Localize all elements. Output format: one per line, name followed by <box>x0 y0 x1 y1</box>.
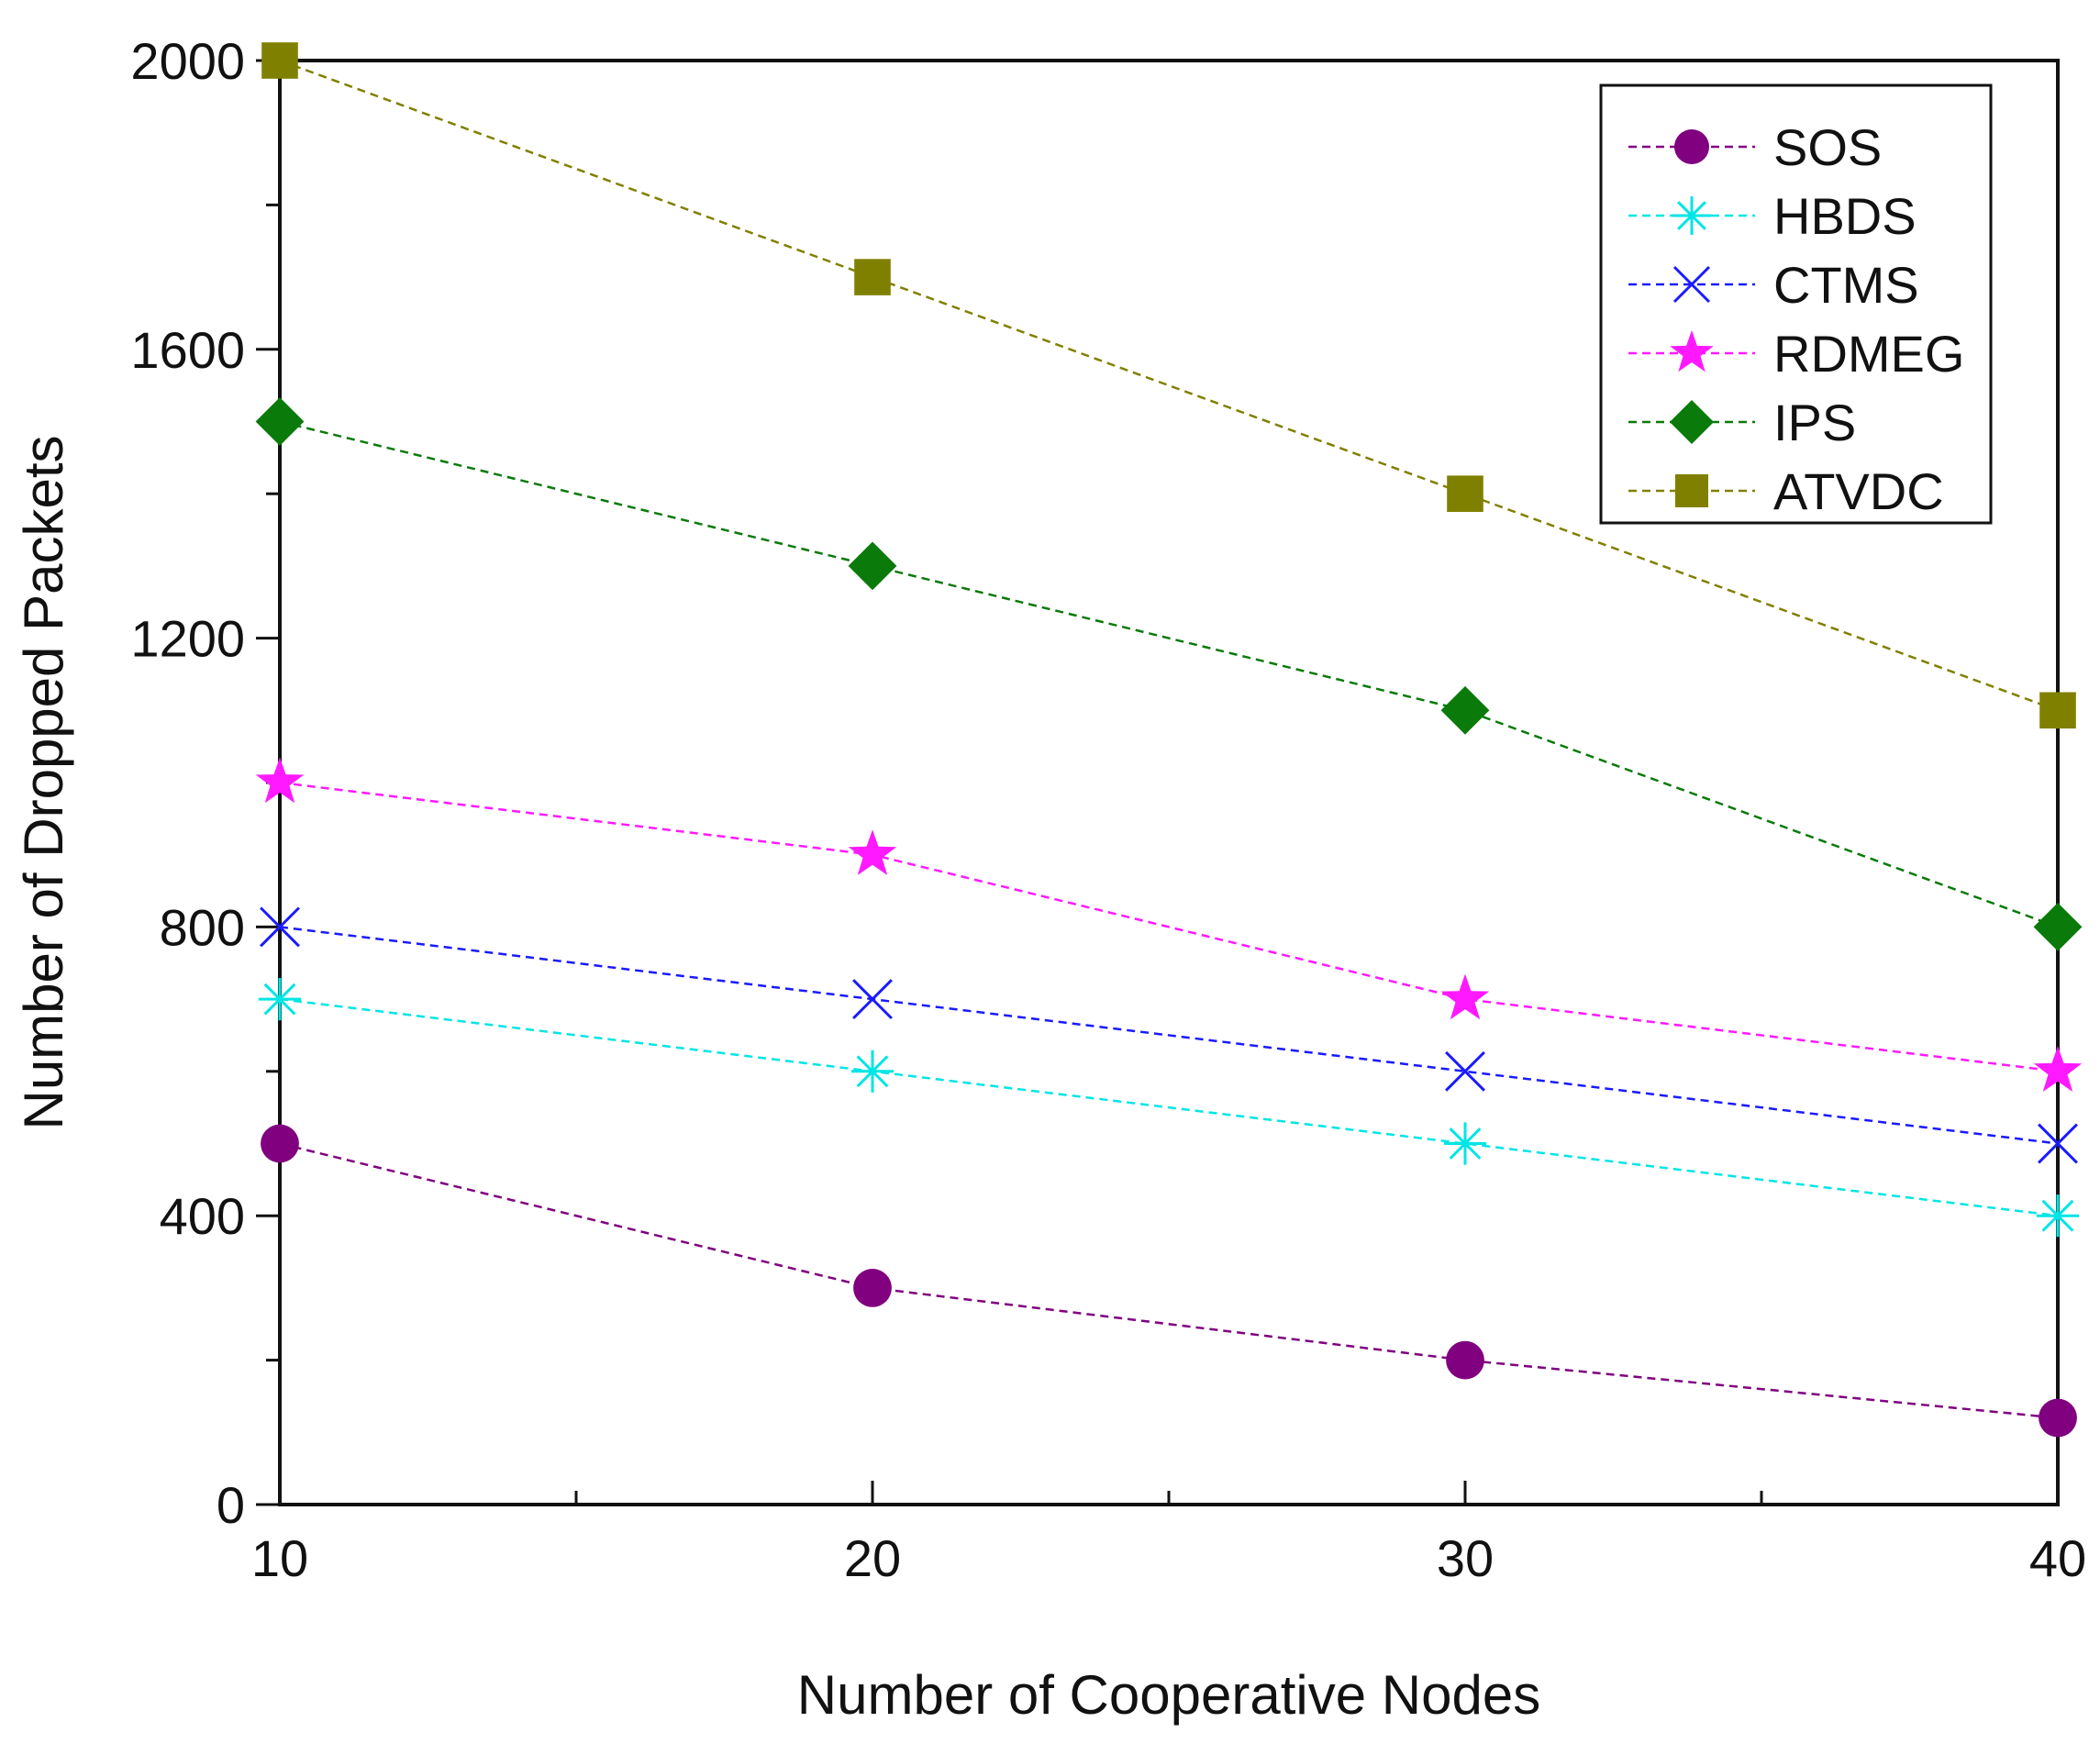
legend-item-atvdc: ATVDC <box>1628 462 1944 520</box>
series-atvdc <box>261 42 2076 729</box>
data-point-atvdc <box>2039 692 2076 729</box>
y-axis-title: Number of Dropped Packets <box>13 435 74 1129</box>
series-line-ctms <box>279 926 2059 1145</box>
data-point-rdmeg <box>255 757 305 804</box>
data-point-ips <box>255 397 305 446</box>
series-layer <box>255 42 2083 1438</box>
data-point-sos <box>2039 1398 2077 1438</box>
data-point-atvdc <box>1447 475 1483 512</box>
legend-item-sos: SOS <box>1628 118 1882 176</box>
legend-label-ips: IPS <box>1773 394 1856 451</box>
y-tick-label: 800 <box>160 898 245 956</box>
data-point-hbds <box>258 978 302 1021</box>
data-point-sos <box>1446 1340 1484 1380</box>
y-tick-label: 400 <box>160 1187 245 1245</box>
legend-marker-ips <box>1670 400 1714 444</box>
legend: SOS HBDS CTMS RDMEG IPS ATVDC <box>1599 83 1993 525</box>
legend-marker-atvdc <box>1675 474 1708 507</box>
legend-label-hbds: HBDS <box>1773 187 1917 245</box>
data-point-ctms <box>260 906 300 948</box>
legend-label-atvdc: ATVDC <box>1773 462 1944 520</box>
series-rdmeg <box>255 757 2083 1092</box>
x-axis: 10 20 30 40 <box>251 1481 2086 1587</box>
legend-box <box>1599 83 1993 525</box>
data-point-ctms <box>1445 1050 1485 1092</box>
data-point-ctms <box>2038 1123 2078 1164</box>
y-tick-label: 1600 <box>130 321 245 379</box>
data-point-rdmeg <box>1440 973 1490 1020</box>
data-point-hbds <box>1443 1122 1487 1165</box>
series-line-rdmeg <box>279 781 2059 1073</box>
legend-label-rdmeg: RDMEG <box>1773 325 1964 383</box>
x-tick-label: 40 <box>2029 1529 2086 1587</box>
series-line-hbds <box>279 997 2059 1217</box>
data-point-atvdc <box>854 259 891 295</box>
series-sos <box>261 1124 2077 1438</box>
series-hbds <box>258 978 2080 1238</box>
y-tick-label: 0 <box>217 1476 245 1534</box>
data-point-rdmeg <box>2033 1046 2083 1092</box>
x-tick-label: 30 <box>1437 1529 1494 1587</box>
data-point-ips <box>1440 685 1490 735</box>
data-point-ips <box>2033 903 2083 951</box>
data-point-sos <box>853 1269 892 1307</box>
legend-marker-rdmeg <box>1670 330 1714 372</box>
legend-item-hbds: HBDS <box>1628 187 1917 245</box>
series-ctms <box>260 906 2078 1164</box>
series-ips <box>255 397 2083 951</box>
data-point-rdmeg <box>848 829 897 875</box>
legend-item-rdmeg: RDMEG <box>1628 325 1964 383</box>
legend-marker-hbds <box>1672 196 1711 235</box>
series-line-sos <box>279 1142 2059 1419</box>
legend-marker-sos <box>1674 129 1709 164</box>
series-line-ips <box>279 420 2059 928</box>
legend-label-sos: SOS <box>1773 118 1882 176</box>
data-point-ips <box>848 541 897 591</box>
x-tick-label: 10 <box>251 1529 308 1587</box>
legend-label-ctms: CTMS <box>1773 256 1919 314</box>
y-tick-label: 2000 <box>130 32 245 90</box>
data-point-atvdc <box>261 42 298 79</box>
legend-marker-ctms <box>1672 265 1711 304</box>
x-axis-title: Number of Cooperative Nodes <box>797 1664 1540 1726</box>
legend-item-ips: IPS <box>1628 394 1856 451</box>
y-tick-label: 1200 <box>130 610 245 668</box>
data-point-sos <box>261 1124 299 1163</box>
y-axis: 0 400 800 1200 1600 2000 <box>130 32 280 1534</box>
legend-item-ctms: CTMS <box>1628 256 1919 314</box>
data-point-ctms <box>852 979 893 1020</box>
x-tick-label: 20 <box>844 1529 901 1587</box>
data-point-hbds <box>850 1050 894 1093</box>
data-point-hbds <box>2036 1194 2080 1238</box>
